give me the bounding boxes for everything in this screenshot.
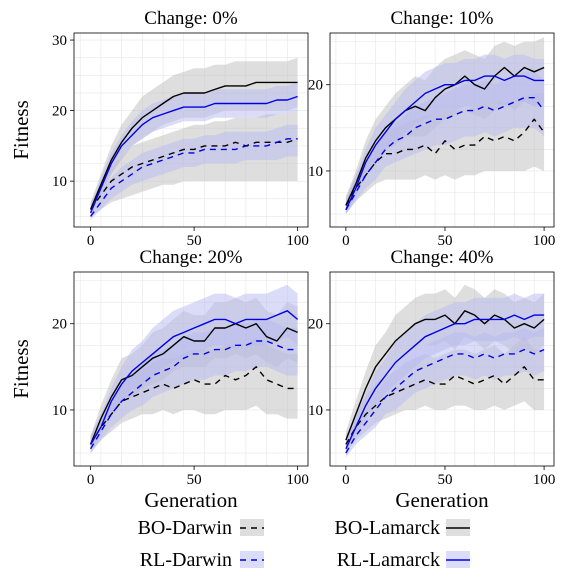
y-tick-label: 10: [52, 403, 67, 419]
series-bo-darwin: [345, 366, 545, 445]
legend-entry-rl-lamarck: RL-Lamarck: [337, 549, 470, 571]
x-tick-label: 100: [286, 233, 309, 249]
panel-1: 0 50 100 10 20 30 Change: 0% Fitness: [9, 8, 309, 249]
series-bo-lamarck: [345, 66, 545, 206]
plot-frame: [329, 271, 555, 467]
band-rl-darwin: [345, 328, 545, 458]
legend-label: RL-Lamarck: [337, 549, 440, 571]
y-tick-label: 20: [52, 317, 67, 333]
y-tick-label: 20: [308, 78, 323, 94]
plot-frame: [329, 32, 555, 228]
series-bo-lamarck: [345, 310, 545, 441]
band-rl-darwin: [90, 124, 298, 220]
panel-title: Change: 10%: [391, 8, 494, 29]
series-bo-lamarck: [89, 81, 298, 210]
y-axis-label: Fitness: [9, 100, 33, 160]
x-tick-label: 50: [437, 233, 452, 249]
band-rl-lamarck: [90, 82, 298, 217]
panel-2: 0 50 100 10 20 Change: 10%: [308, 8, 556, 249]
x-tick-label: 50: [437, 472, 452, 488]
panel-title: Change: 0%: [144, 8, 238, 29]
series-rl-darwin: [345, 348, 545, 454]
y-tick-label: 10: [308, 403, 323, 419]
plot-frame: [73, 271, 309, 467]
x-tick-label: 50: [187, 233, 202, 249]
y-tick-label: 10: [52, 174, 67, 190]
y-tick-label: 20: [52, 104, 67, 120]
band-rl-lamarck: [345, 54, 545, 215]
panel-4: 0 50 100 10 20 Change: 40% Generation: [308, 247, 555, 512]
x-tick-label: 100: [533, 472, 556, 488]
legend-label: BO-Lamarck: [334, 517, 440, 539]
plot-area: [89, 57, 298, 220]
x-tick-label: 0: [87, 233, 95, 249]
plot-area: [89, 284, 299, 454]
x-tick-label: 0: [342, 472, 350, 488]
series-rl-darwin: [89, 340, 298, 450]
x-tick-label: 100: [533, 233, 556, 249]
x-axis-label: Generation: [144, 488, 238, 512]
series-bo-lamarck: [89, 323, 298, 445]
series-bo-darwin: [345, 118, 545, 206]
x-axis-label: Generation: [395, 488, 489, 512]
band-rl-darwin: [345, 71, 545, 215]
legend: BO-Darwin BO-Lamarck RL-Darwin RL-Lamarck: [138, 517, 470, 571]
series-rl-lamarck: [89, 310, 299, 445]
plot-frame: [73, 32, 309, 228]
series-rl-darwin: [345, 96, 545, 211]
y-tick-label: 30: [52, 33, 67, 49]
legend-entry-bo-lamarck: BO-Lamarck: [334, 517, 470, 539]
panel-title: Change: 40%: [391, 247, 494, 268]
y-tick-label: 20: [308, 317, 323, 333]
band-rl-darwin: [90, 319, 298, 454]
plot-area: [345, 37, 545, 215]
y-tick-label: 10: [308, 164, 323, 180]
x-tick-label: 0: [342, 233, 350, 249]
legend-label: BO-Darwin: [138, 517, 232, 539]
series-bo-darwin: [89, 366, 298, 445]
x-tick-label: 100: [286, 472, 309, 488]
legend-label: RL-Darwin: [140, 549, 232, 571]
panel-title: Change: 20%: [140, 247, 243, 268]
series-bo-darwin: [90, 138, 298, 210]
x-tick-label: 50: [187, 472, 202, 488]
series-rl-lamarck: [89, 95, 298, 214]
band-rl-lamarck: [345, 293, 545, 454]
legend-entry-bo-darwin: BO-Darwin: [138, 517, 264, 539]
x-tick-label: 0: [87, 472, 95, 488]
legend-entry-rl-darwin: RL-Darwin: [140, 549, 264, 571]
series-rl-darwin: [90, 138, 298, 217]
panel-3: 0 50 100 10 20 Change: 20% Fitness Generation: [9, 247, 309, 512]
series-rl-lamarck: [345, 314, 545, 450]
y-axis-label: Fitness: [9, 339, 33, 399]
series-rl-lamarck: [345, 75, 545, 211]
band-rl-lamarck: [90, 284, 298, 449]
plot-area: [345, 284, 545, 458]
